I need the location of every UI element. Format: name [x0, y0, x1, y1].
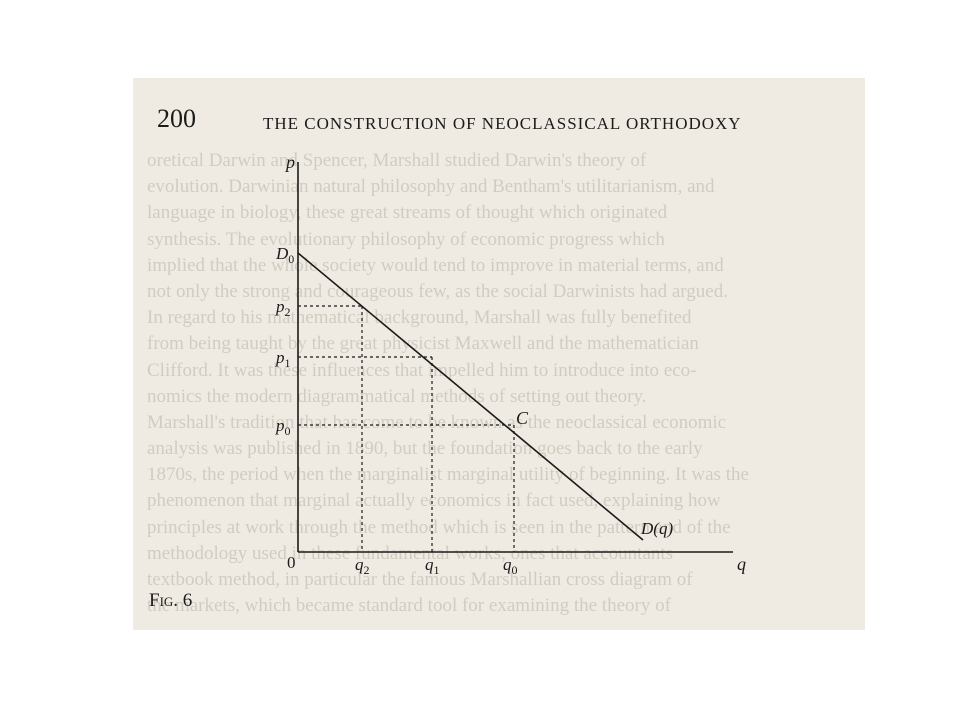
bleed-through-line: Clifford. It was these influences that i… [147, 359, 697, 381]
bleed-through-line: from being taught by the great physicist… [147, 333, 699, 355]
running-head: THE CONSTRUCTION OF NEOCLASSICAL ORTHODO… [263, 114, 742, 133]
p0-label: p0 [275, 416, 291, 438]
y-axis-label: p [284, 152, 295, 172]
bleed-through-text: oretical Darwin and Spencer, Marshall st… [147, 148, 865, 619]
bleed-through-line: analysis was published in 1890, but the … [147, 438, 703, 460]
q2-label: q2 [355, 555, 370, 577]
bleed-through-line: phenomenon that marginal actually econom… [147, 490, 721, 512]
figure-caption: Fig. 6 [149, 590, 193, 611]
bleed-through-line: oretical Darwin and Spencer, Marshall st… [147, 150, 647, 171]
demand-curve-label: D(q) [640, 519, 673, 538]
demand-line [297, 252, 644, 541]
p2-label: p2 [275, 297, 291, 319]
bleed-through-line: not only the strong and courageous few, … [147, 280, 728, 302]
bleed-through-line: textbook method, in particular the famou… [147, 569, 693, 590]
origin-label: 0 [287, 553, 296, 572]
bleed-through-line: principles at work through the method wh… [147, 516, 731, 538]
page-number: 200 [157, 104, 196, 133]
bleed-through-line: synthesis. The evolutionary philosophy o… [147, 228, 665, 250]
q1-label: q1 [425, 555, 440, 577]
scanned-book-page: oretical Darwin and Spencer, Marshall st… [133, 78, 865, 630]
demand-curve-diagram: p q 0 D0 p2 p1 p0 q2 q1 q0 C D(q) [275, 152, 746, 577]
bleed-through-line: Marshall's tradition that has come to be… [147, 411, 727, 433]
d0-label: D0 [275, 244, 294, 266]
bleed-through-line: implied that the whole society would ten… [147, 254, 724, 276]
bleed-through-line: evolution. Darwinian natural philosophy … [147, 176, 715, 198]
bleed-through-line: methodology used in these fundamental wo… [147, 542, 674, 564]
bleed-through-line: language in biology, these great streams… [147, 202, 668, 224]
x-axis-label: q [737, 554, 746, 574]
bleed-through-line: the markets, which became standard tool … [147, 595, 671, 617]
bleed-through-line: In regard to his mathematical background… [147, 307, 692, 329]
bleed-through-line: nomics the modern diagrammatical methods… [147, 385, 647, 407]
p1-label: p1 [275, 348, 291, 370]
point-c-label: C [516, 408, 529, 428]
q0-label: q0 [503, 555, 518, 577]
